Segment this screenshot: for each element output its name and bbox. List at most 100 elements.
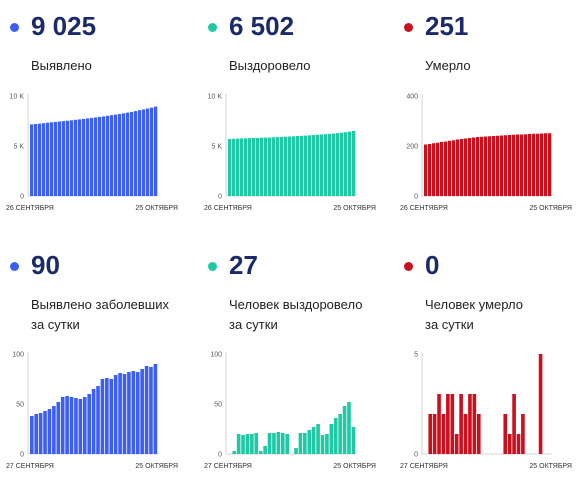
y-tick-label: 100 [210, 352, 222, 359]
bar [440, 142, 444, 196]
bar [118, 373, 122, 454]
bar [276, 137, 280, 196]
bar [62, 121, 66, 196]
x-start-label: 26 СЕНТЯБРЯ [204, 205, 252, 212]
bar [250, 434, 254, 454]
x-start-label: 27 СЕНТЯБРЯ [204, 463, 252, 470]
bar [428, 144, 432, 196]
x-start-label: 27 СЕНТЯБРЯ [400, 463, 448, 470]
bar [432, 143, 436, 196]
bar [544, 133, 548, 196]
bar [135, 372, 140, 454]
bar [320, 134, 324, 196]
bar [42, 123, 46, 196]
bar [280, 433, 285, 454]
bar [78, 119, 82, 196]
bar [524, 134, 528, 196]
bar [516, 434, 521, 454]
bar [500, 135, 504, 196]
bar [342, 406, 347, 454]
bar [512, 134, 516, 196]
bullet-dot-icon [404, 262, 413, 271]
total-cases-value: 9 025 [31, 11, 97, 41]
total-deaths-label: Умерло [425, 56, 471, 76]
bar [296, 136, 300, 196]
bar [58, 121, 62, 196]
x-start-label: 27 СЕНТЯБРЯ [6, 463, 54, 470]
daily-cases-label: Выявлено заболевших за сутки [31, 295, 169, 335]
bar [452, 140, 456, 196]
bar [74, 398, 78, 454]
daily-deaths-value: 0 [425, 250, 440, 280]
label-line: за сутки [425, 317, 474, 332]
bar [142, 109, 146, 196]
bar [54, 121, 58, 196]
bar [47, 409, 52, 454]
bar [122, 113, 126, 196]
bar [98, 116, 102, 196]
y-tick-label: 50 [214, 402, 222, 409]
y-tick-label: 5 K [13, 144, 24, 151]
bar [325, 434, 329, 454]
bar [532, 133, 536, 196]
y-tick-label: 0 [20, 194, 24, 201]
bar [472, 394, 477, 454]
bar [538, 354, 543, 454]
bar [329, 424, 334, 454]
x-start-label: 26 СЕНТЯБРЯ [400, 205, 448, 212]
label-line: Выявлено заболевших [31, 297, 169, 312]
y-tick-label: 400 [406, 94, 418, 101]
total-cases-chart: 10 K 5 K 0 26 СЕНТЯБРЯ 25 ОКТЯБРЯ [6, 94, 178, 213]
bar [472, 137, 476, 196]
label-line: Человек умерло [425, 297, 523, 312]
daily-recovered-chart: 100 50 0 27 СЕНТЯБРЯ 25 ОКТЯБРЯ [204, 352, 376, 471]
total-recovered-label: Выздоровело [229, 56, 311, 76]
daily-cases-value: 90 [31, 250, 60, 280]
label-line: Выздоровело [229, 58, 311, 73]
bar [252, 138, 256, 196]
x-end-label: 25 ОКТЯБРЯ [529, 205, 572, 212]
y-tick-label: 0 [414, 194, 418, 201]
bar [105, 378, 109, 454]
bar [86, 118, 90, 196]
y-tick-label: 0 [20, 452, 24, 459]
bar [87, 394, 91, 454]
bar [82, 118, 86, 196]
bar [78, 399, 83, 454]
bar [444, 141, 448, 196]
bar [106, 115, 110, 196]
bar [258, 451, 263, 454]
bar [245, 434, 250, 454]
bar [304, 135, 308, 196]
bar [248, 138, 252, 196]
y-tick-label: 200 [406, 144, 418, 151]
bar [276, 432, 281, 454]
y-tick-label: 5 K [211, 144, 222, 151]
bar [432, 414, 437, 454]
bar [109, 379, 114, 454]
total-cases-label: Выявлено [31, 56, 92, 76]
bar [38, 413, 43, 454]
label-line: за сутки [229, 317, 278, 332]
bar [284, 136, 288, 196]
bullet-dot-icon [208, 23, 217, 32]
bar [52, 406, 56, 454]
bar [256, 137, 260, 196]
bar [90, 117, 94, 196]
bar [140, 369, 144, 454]
bar [127, 372, 131, 454]
x-end-label: 25 ОКТЯБРЯ [333, 205, 376, 212]
bar [131, 371, 136, 454]
bar [46, 122, 50, 196]
bar [272, 433, 276, 454]
bar [138, 110, 142, 196]
bar [303, 433, 307, 454]
bar [134, 111, 138, 196]
bar [70, 120, 74, 196]
bar [300, 135, 304, 196]
bar [351, 427, 356, 454]
bar [332, 133, 336, 196]
bar [307, 430, 312, 454]
bar [236, 434, 241, 454]
bar [34, 124, 38, 196]
